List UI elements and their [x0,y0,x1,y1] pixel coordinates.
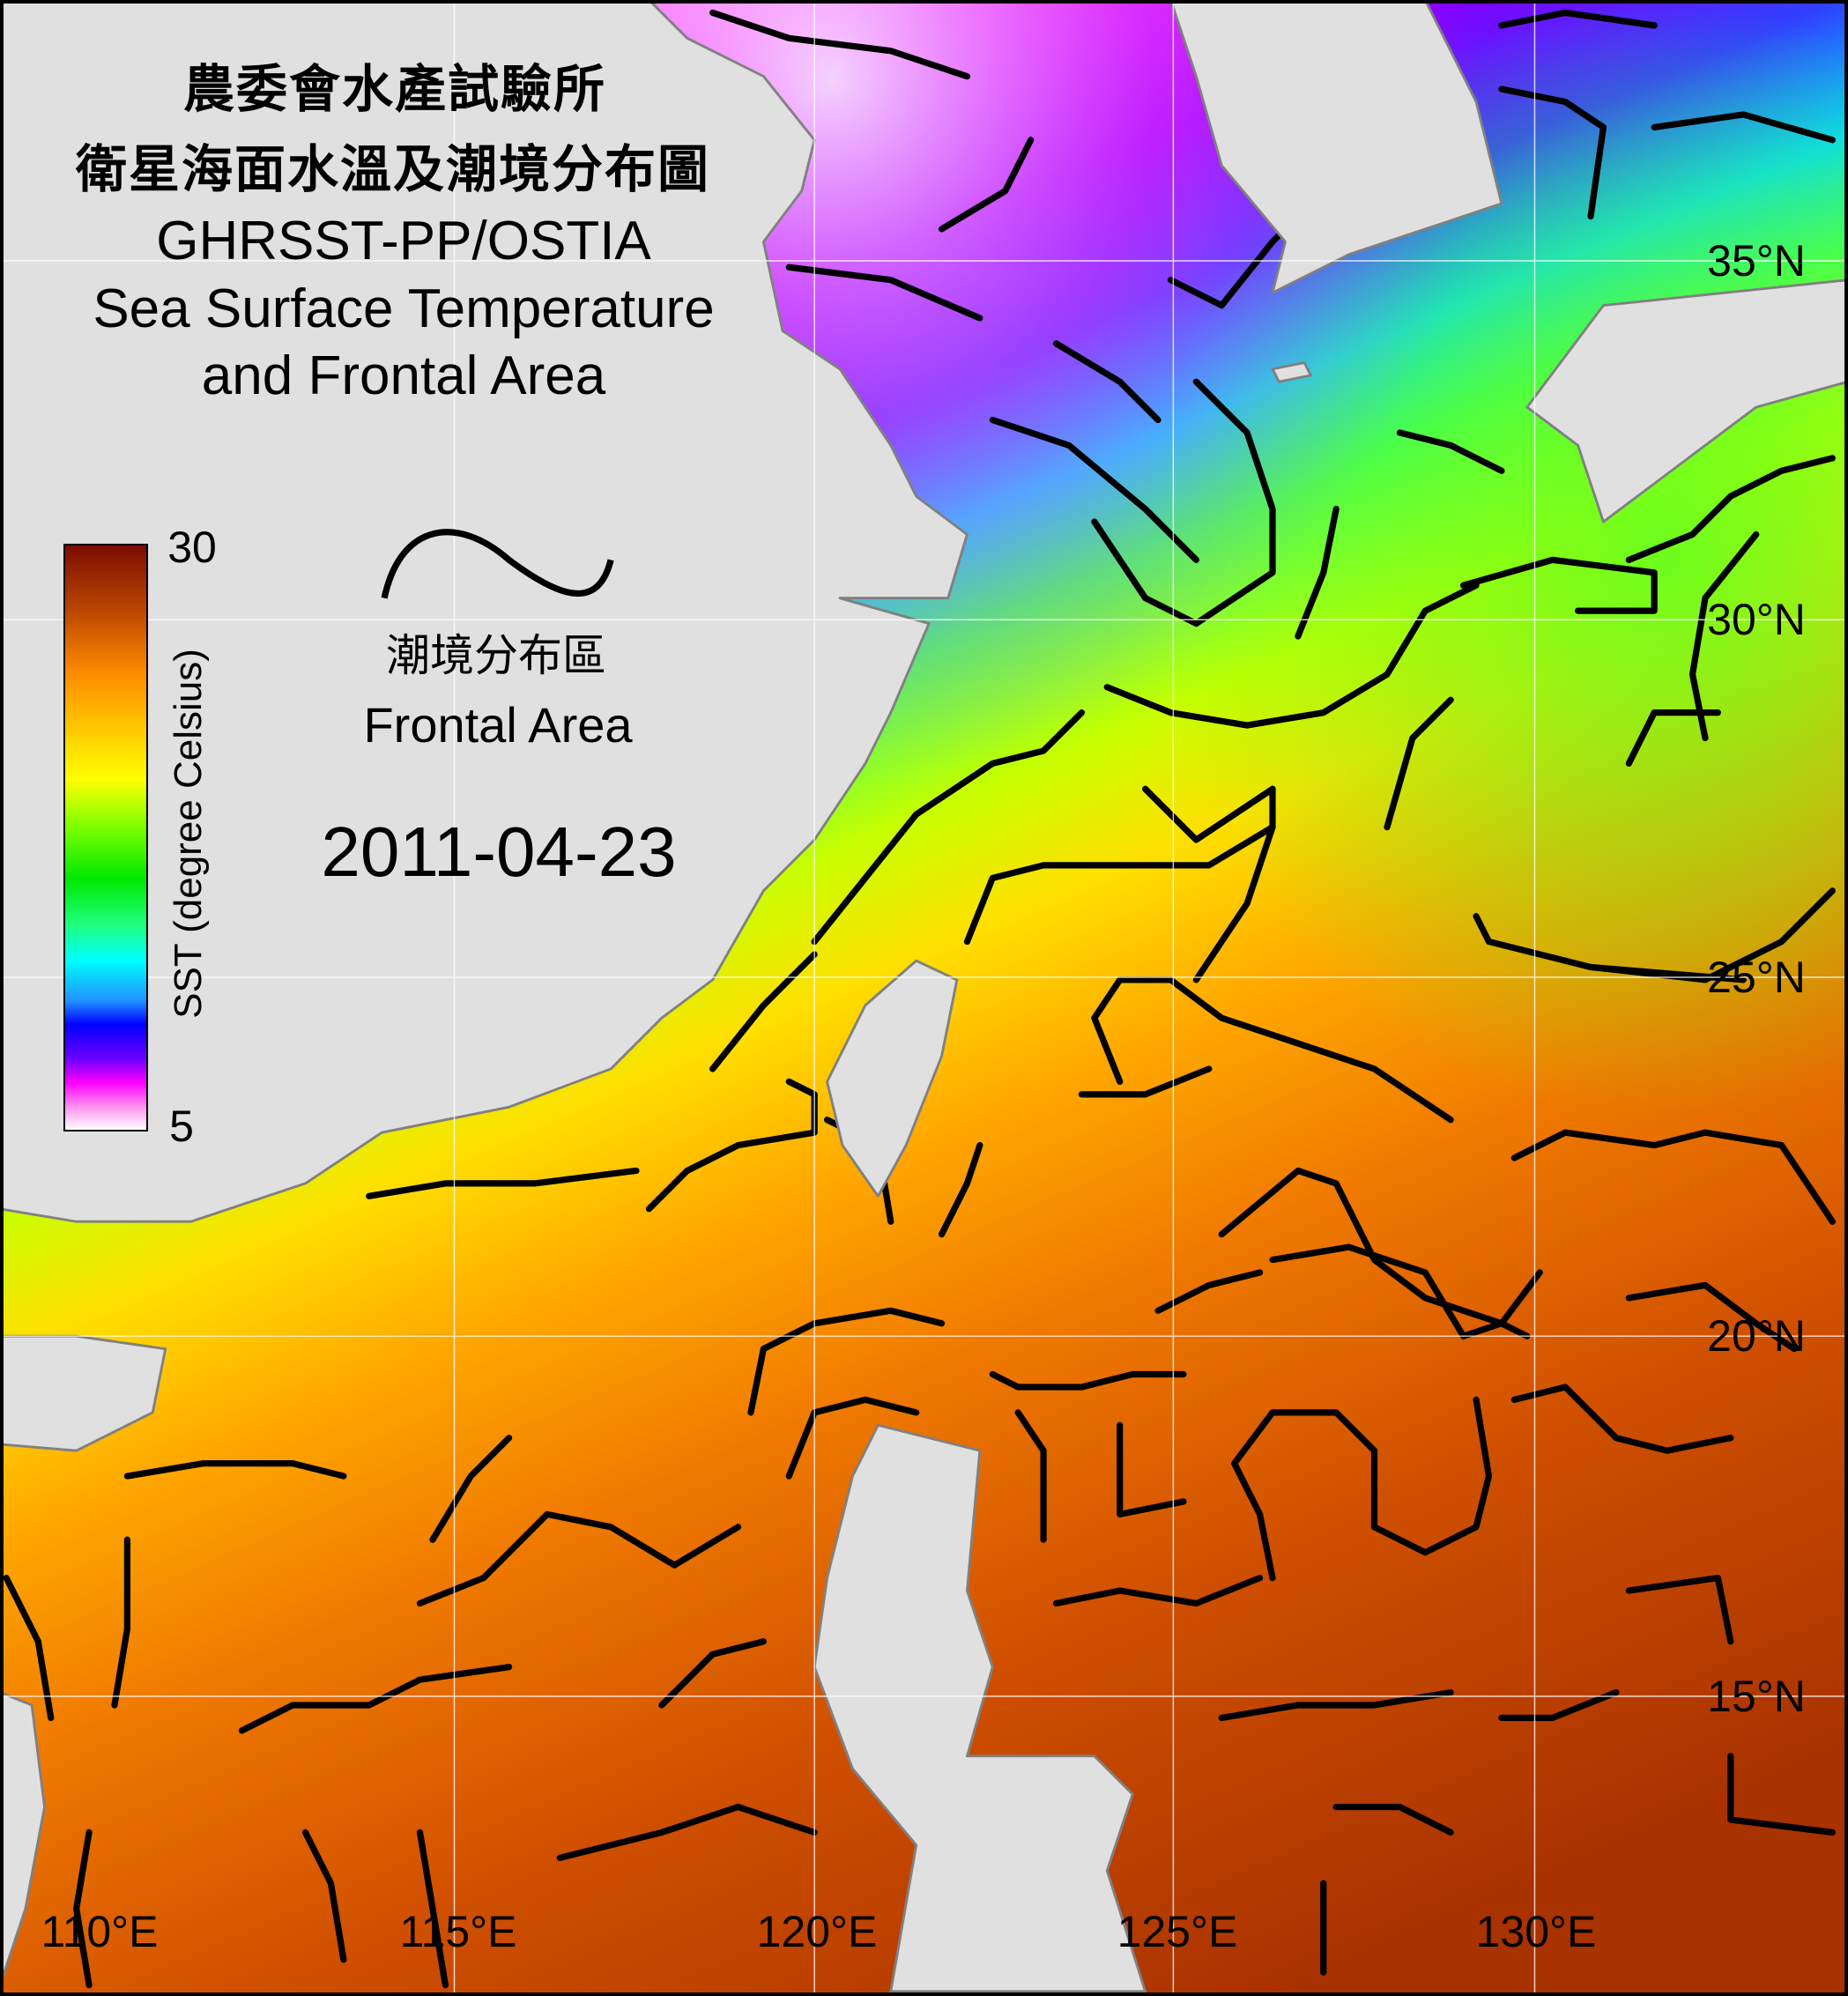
title-agency: 農委會水產試驗所 [182,59,607,119]
lat-label-35: 35°N [1707,236,1806,286]
legend-label-zh: 潮境分布區 [386,630,606,681]
legend-label-en: Frontal Area [363,697,633,753]
title-english-2: and Frontal Area [201,345,606,406]
land-korea [1169,0,1503,294]
land-vietnam [0,1691,46,1987]
land-taiwan [826,959,959,1198]
map-date: 2011-04-23 [321,812,677,891]
lon-label-115: 115°E [399,1907,517,1956]
lat-label-25: 25°N [1707,953,1806,1002]
sst-colorbar [63,544,148,1132]
frontal-lines [3,9,1836,1989]
frontal-area-legend-symbol [381,529,614,599]
title-english-1: Sea Surface Temperature [93,278,715,339]
land-luzon [813,1423,1147,1993]
title-chinese: 衛星海面水溫及潮境分布圖 [75,139,711,199]
lon-label-125: 125°E [1117,1907,1238,1956]
lon-label-120: 120°E [756,1907,878,1956]
lat-label-20: 20°N [1707,1311,1806,1361]
land-china [0,0,969,1223]
lon-label-130: 130°E [1475,1907,1597,1956]
title-dataset: GHRSST-PP/OSTIA [156,211,651,271]
lat-label-15: 15°N [1707,1672,1806,1721]
colorbar-axis-label: SST (degree Celsius) [167,649,210,1019]
lat-label-30: 30°N [1707,595,1806,644]
land-jeju [1271,361,1312,383]
lon-label-110: 110°E [41,1907,159,1956]
colorbar-min-label: 5 [169,1102,194,1151]
colorbar-max-label: 30 [167,523,217,572]
